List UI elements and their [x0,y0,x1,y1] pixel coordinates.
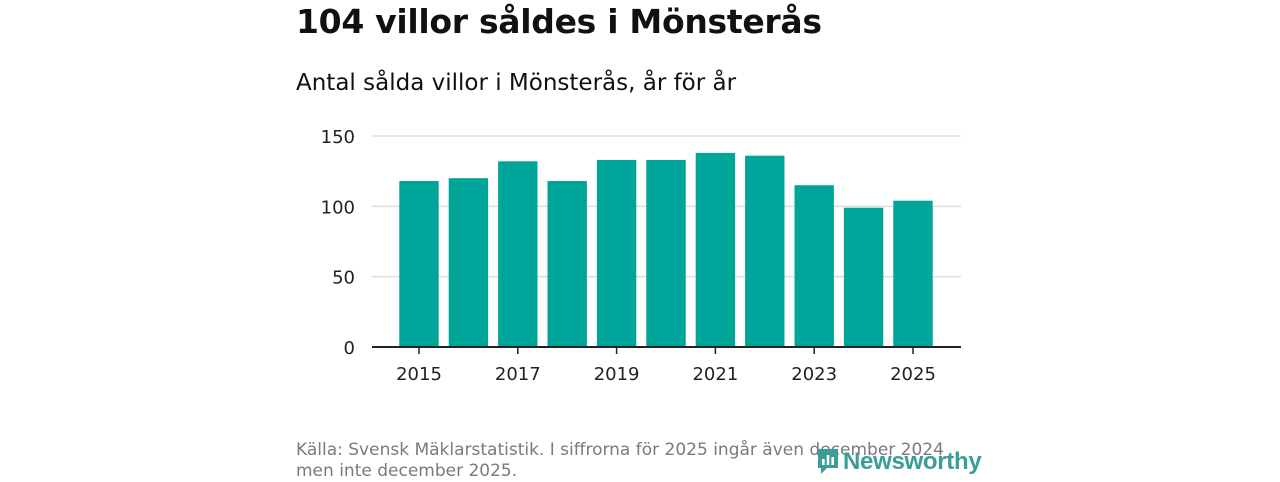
x-tick-label: 2025 [890,364,936,385]
x-tick-label: 2023 [791,364,837,385]
x-tick-label: 2019 [594,364,640,385]
newsworthy-logo-icon [818,449,838,474]
bar-2017 [498,161,538,347]
bar-2020 [646,159,686,347]
bar-2021 [695,152,736,347]
bar-2015 [399,181,439,347]
source-note: Källa: Svensk Mäklarstatistik. I siffror… [296,440,944,481]
y-tick-label: 0 [344,338,355,359]
bar-2022 [745,155,785,347]
bars [399,152,933,347]
bar-chart: 0 50 100 150 2015 2017 2019 2021 2023 2025 [321,127,961,385]
bar-2018 [547,181,587,347]
bar-2025 [893,200,933,347]
axes: 0 50 100 150 2015 2017 2019 2021 2023 2025 [321,127,961,385]
x-tick-label: 2021 [692,364,738,385]
newsworthy-logo-text: Newsworthy [843,448,982,475]
chart-title: 104 villor såldes i Mönsterås [296,2,822,41]
newsworthy-logo: Newsworthy [815,444,982,480]
bar-2024 [843,207,884,347]
x-tick-label: 2015 [396,364,442,385]
bar-2016 [448,178,489,347]
y-tick-label: 100 [321,197,355,218]
bar-2023 [794,185,834,347]
bar-2019 [596,159,637,347]
x-tick-label: 2017 [495,364,541,385]
y-tick-label: 50 [332,268,355,289]
chart-subtitle: Antal sålda villor i Mönsterås, år för å… [296,70,737,96]
y-tick-label: 150 [321,127,355,148]
